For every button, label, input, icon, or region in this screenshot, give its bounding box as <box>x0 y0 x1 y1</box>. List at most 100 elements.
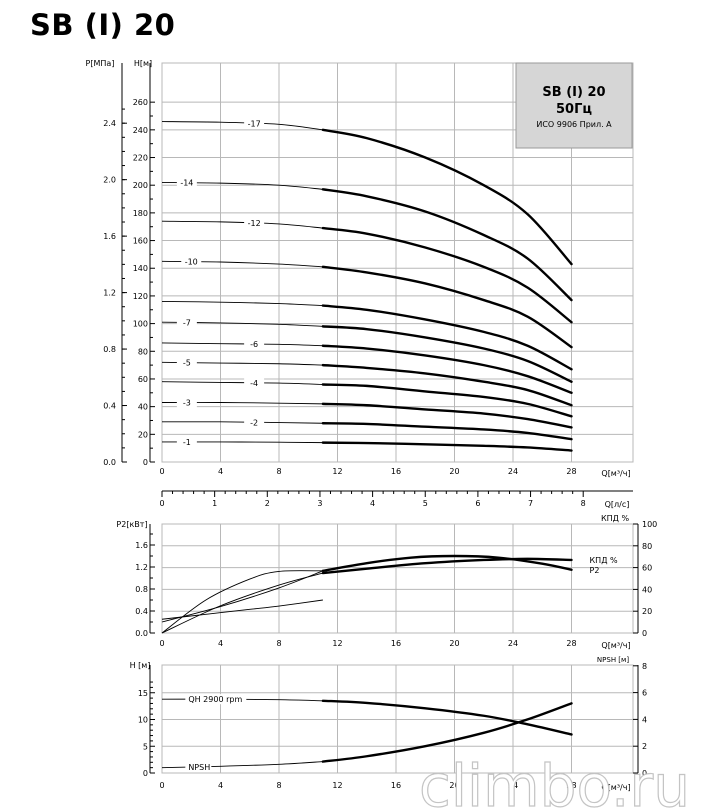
right-axis-label: КПД % <box>601 514 629 523</box>
series-label-bg <box>176 177 197 188</box>
series-label-bg <box>176 357 197 368</box>
series-label: -7 <box>183 319 191 328</box>
p-tick-label: 2.4 <box>103 119 116 128</box>
legend-box-standard: ИСО 9906 Прил. А <box>536 120 612 129</box>
left-axis-label: P2[кВт] <box>116 520 147 529</box>
series-line-thin <box>161 342 323 347</box>
x-axis-label: Q[м³/ч] <box>601 641 630 650</box>
x-tick-label: 24 <box>508 467 518 476</box>
series-line-bold <box>321 325 573 383</box>
series-label-bg <box>176 397 197 408</box>
x-axis-label: Q[м³/ч] <box>601 469 630 478</box>
y-tick-label: 100 <box>133 320 148 329</box>
left-tick-label: 0.8 <box>135 585 148 594</box>
legend-box: SB (I) 20 50Гц ИСО 9906 Прил. А <box>515 62 633 149</box>
series-line-bold <box>321 344 573 394</box>
left-tick-label: 0.4 <box>135 607 148 616</box>
series-label-bg <box>244 377 265 388</box>
right-tick-label: 20 <box>642 607 652 616</box>
right-tick-label: 60 <box>642 564 652 573</box>
left-tick-label: 10 <box>138 716 148 725</box>
series-label: -1 <box>183 438 191 447</box>
y-tick-label: 20 <box>138 430 148 439</box>
series-line-bold <box>321 188 573 302</box>
series-line-bold <box>321 441 573 452</box>
power-efficiency-chart: 0.0 0.4 0.8 1.2 1.6 P2[кВт] 0 20 40 60 80 100 КПД % 0… <box>116 514 657 650</box>
plot-frame <box>161 62 634 463</box>
p-tick-label: 0.4 <box>103 402 116 411</box>
series-line-bold <box>321 557 573 575</box>
y-tick-label: 120 <box>133 292 148 301</box>
right-axis-label: NPSH [м] <box>597 656 629 664</box>
y-tick-label: 200 <box>133 181 148 190</box>
y-tick-label: 240 <box>133 126 148 135</box>
right-tick-label: 6 <box>642 689 647 698</box>
secondary-tick-label: 0 <box>159 499 164 508</box>
series-line-thin <box>161 121 323 131</box>
right-tick-label: 100 <box>642 520 657 529</box>
x-tick-label: 16 <box>391 467 401 476</box>
series-label: -10 <box>185 258 198 267</box>
series-line-bold <box>321 226 573 324</box>
left-tick-label: 0.0 <box>135 629 148 638</box>
series-line-bold <box>321 383 573 418</box>
series-label-bg <box>244 339 265 350</box>
series-label: -6 <box>250 340 258 349</box>
page-title: SB (I) 20 <box>30 8 176 42</box>
x-tick-label: 28 <box>566 467 576 476</box>
x-tick-label: 12 <box>332 467 342 476</box>
series-label: -17 <box>248 119 261 128</box>
x-tick-label: 24 <box>508 781 518 790</box>
p-tick-label: 0.8 <box>103 345 116 354</box>
legend-box-frequency: 50Гц <box>556 102 592 117</box>
series-line-thin <box>161 570 323 634</box>
y-tick-label: 220 <box>133 154 148 163</box>
secondary-axis-label: Q[л/с] <box>605 500 630 509</box>
x-tick-label: 12 <box>332 639 342 648</box>
y-tick-label: 260 <box>133 98 148 107</box>
left-tick-label: 1.2 <box>135 563 148 572</box>
x-tick-label: 28 <box>566 781 576 790</box>
secondary-tick-label: 5 <box>423 499 428 508</box>
secondary-tick-label: 8 <box>581 499 586 508</box>
left-tick-label: 0 <box>143 769 148 778</box>
series-line-bold <box>321 699 573 736</box>
p-tick-label: 1.6 <box>103 232 116 241</box>
y-tick-label: 140 <box>133 264 148 273</box>
x-tick-label: 16 <box>391 639 401 648</box>
series-line-thin <box>161 599 323 620</box>
secondary-tick-label: 3 <box>317 499 322 508</box>
series-label: P2 <box>590 566 600 575</box>
series-label: QH 2900 rpm <box>188 695 242 704</box>
plot-frame <box>161 523 634 634</box>
series-label-bg <box>244 218 265 229</box>
y-tick-label: 40 <box>138 403 148 412</box>
left-axis-label: H [м] <box>130 661 151 670</box>
series-label: -12 <box>248 219 261 228</box>
series-line-thin <box>161 421 323 424</box>
y-tick-label: 60 <box>138 375 148 384</box>
x-tick-label: 20 <box>449 781 459 790</box>
left-tick-label: 5 <box>143 742 148 751</box>
x-tick-label: 0 <box>159 781 164 790</box>
series-line-bold <box>321 554 573 573</box>
x-tick-label: 8 <box>276 639 281 648</box>
series-label-bg <box>244 417 265 428</box>
series-label-bg <box>181 256 202 267</box>
x-tick-label: 20 <box>449 467 459 476</box>
h-axis-label: H[м] <box>134 59 152 68</box>
series-line-thin <box>161 572 323 634</box>
y-tick-label: 180 <box>133 209 148 218</box>
x-tick-label: 8 <box>276 467 281 476</box>
right-tick-label: 40 <box>642 585 652 594</box>
right-tick-label: 0 <box>642 769 647 778</box>
series-label-bg <box>176 436 197 447</box>
secondary-tick-label: 2 <box>265 499 270 508</box>
p-tick-label: 0.0 <box>103 458 116 467</box>
series-line-thin <box>161 220 323 229</box>
series-label-bg <box>176 317 197 328</box>
x-tick-label: 4 <box>218 467 223 476</box>
legend-box-background <box>515 62 633 149</box>
